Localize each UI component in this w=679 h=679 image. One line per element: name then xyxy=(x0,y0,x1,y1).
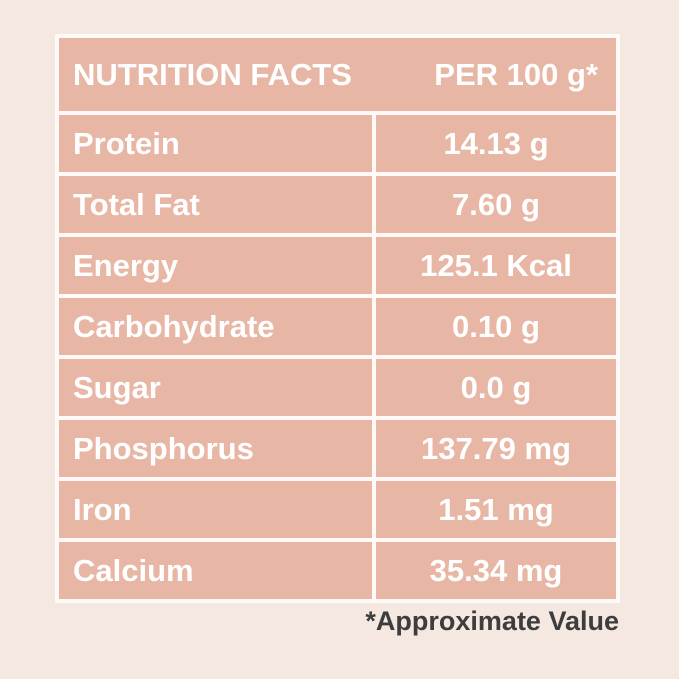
nutrient-value: 1.51 mg xyxy=(376,481,616,538)
header-row: NUTRITION FACTS PER 100 g* xyxy=(59,38,616,111)
nutrient-name: Phosphorus xyxy=(59,420,372,477)
nutrient-name: Total Fat xyxy=(59,176,372,233)
nutrient-name: Carbohydrate xyxy=(59,298,372,355)
nutrient-value: 7.60 g xyxy=(376,176,616,233)
nutrient-name: Protein xyxy=(59,115,372,172)
nutrient-value: 35.34 mg xyxy=(376,542,616,599)
nutrient-value: 0.0 g xyxy=(376,359,616,416)
nutrient-name: Sugar xyxy=(59,359,372,416)
header-per: PER 100 g* xyxy=(434,56,598,92)
nutrient-name: Energy xyxy=(59,237,372,294)
nutrient-value: 0.10 g xyxy=(376,298,616,355)
nutrient-value: 14.13 g xyxy=(376,115,616,172)
nutrition-table: NUTRITION FACTS PER 100 g* Protein 14.13 … xyxy=(55,34,620,603)
footnote: *Approximate Value xyxy=(365,606,619,636)
header-title: NUTRITION FACTS xyxy=(73,56,352,92)
nutrient-value: 137.79 mg xyxy=(376,420,616,477)
nutrient-name: Calcium xyxy=(59,542,372,599)
nutrient-value: 125.1 Kcal xyxy=(376,237,616,294)
nutrient-name: Iron xyxy=(59,481,372,538)
